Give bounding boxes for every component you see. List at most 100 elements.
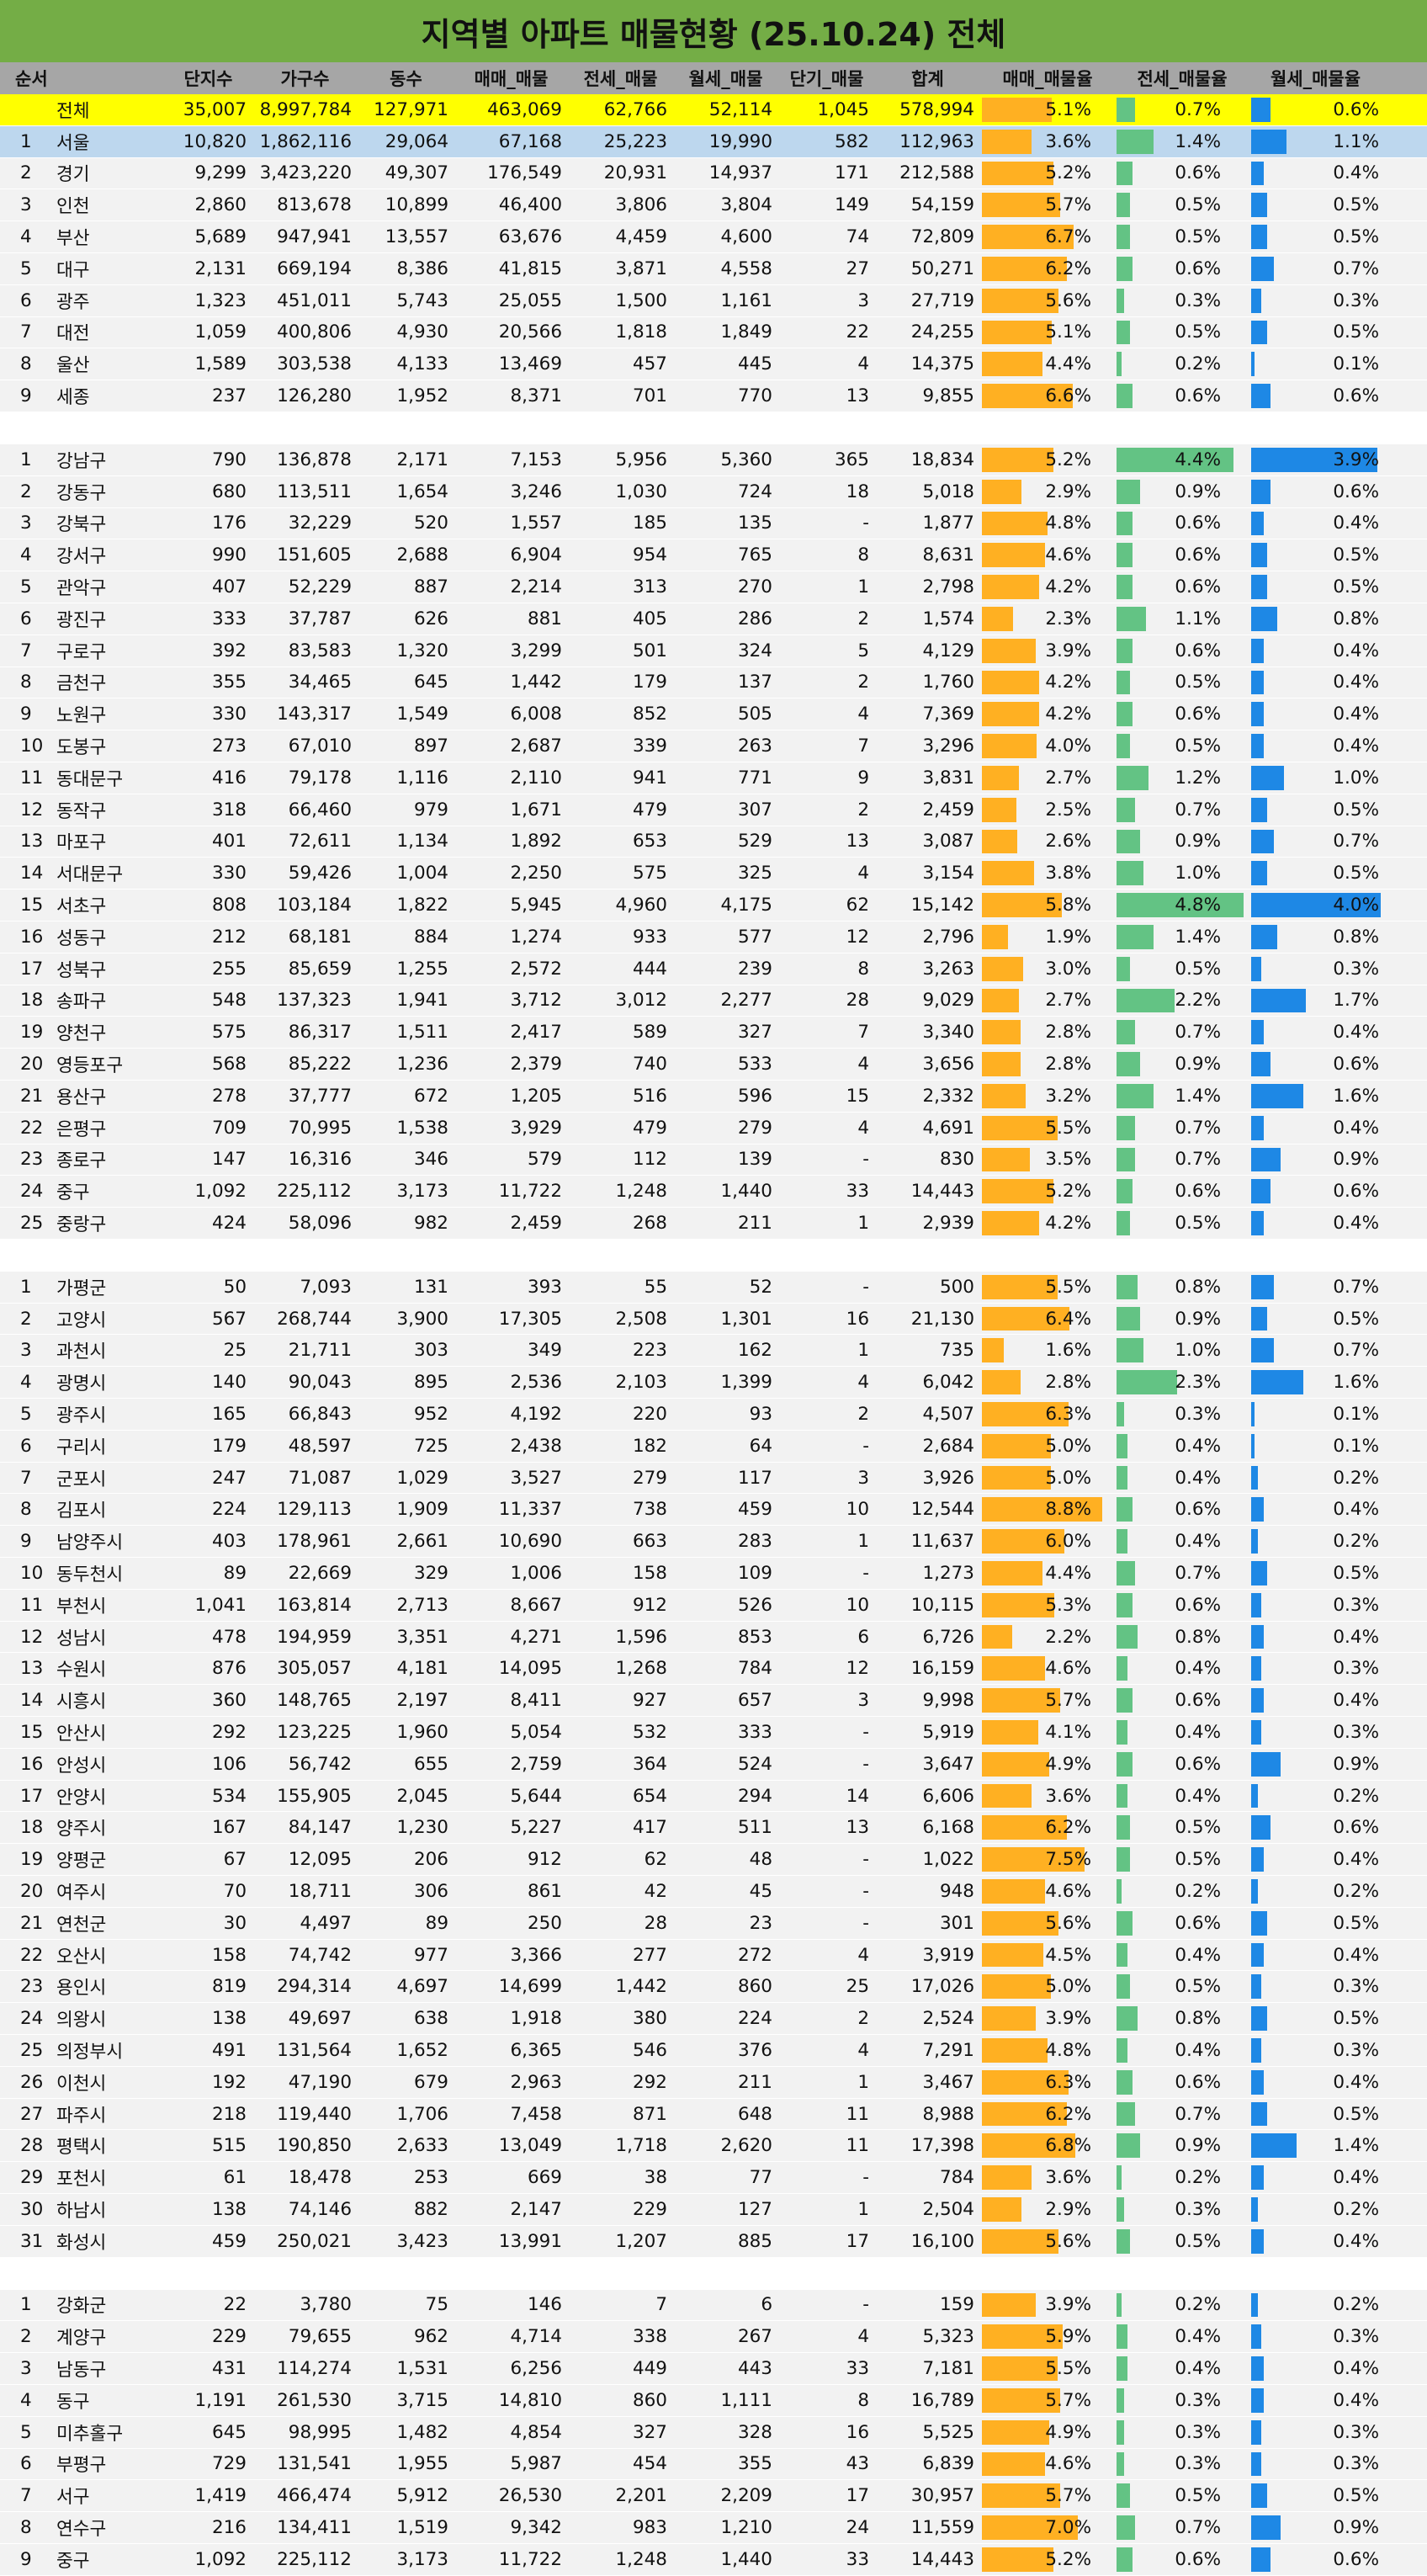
- cell-building-count: 1,511: [396, 1022, 448, 1044]
- cell-building-count: 884: [413, 926, 448, 948]
- wolse-ratio-label: 0.2%: [1333, 1785, 1379, 1807]
- cell-jeonse-listings: 4,960: [615, 895, 667, 916]
- jeonse-ratio-label: 0.6%: [1175, 258, 1221, 279]
- jeonse-ratio-label: 0.6%: [1175, 1753, 1221, 1775]
- cell-total-listings: 4,129: [922, 640, 974, 661]
- sale-ratio-label: 5.7%: [1045, 1690, 1091, 1712]
- cell-wolse-ratio: 0.6%: [1249, 94, 1382, 125]
- cell-name: 동구: [56, 2391, 90, 2413]
- cell-complex-count: 567: [211, 1308, 247, 1330]
- cell-jeonse-listings: 589: [632, 1022, 667, 1044]
- cell-complex-count: 158: [211, 1944, 247, 1966]
- cell-building-count: 655: [413, 1753, 448, 1775]
- cell-jeonse-ratio: 1.4%: [1115, 922, 1249, 953]
- cell-household-count: 131,564: [277, 2039, 352, 2061]
- cell-short-term-listings: 1: [857, 576, 869, 598]
- wolse-ratio-label: 0.1%: [1333, 1403, 1379, 1425]
- cell-sale-listings: 1,918: [510, 2008, 562, 2030]
- cell-sale-ratio: 5.6%: [980, 285, 1115, 316]
- cell-jeonse-listings: 279: [632, 1467, 667, 1489]
- cell-jeonse-listings: 516: [632, 1085, 667, 1107]
- jeonse-ratio-bar: [1117, 320, 1130, 345]
- cell-wolse-ratio: 0.5%: [1249, 221, 1382, 252]
- sale-ratio-bar: [982, 1688, 1060, 1713]
- cell-short-term-listings: 4: [857, 353, 869, 375]
- cell-short-term-listings: 3: [857, 1690, 869, 1712]
- header-sale-listings: 매매_매물: [474, 69, 549, 89]
- cell-wolse-ratio: 0.4%: [1249, 698, 1382, 730]
- sale-ratio-bar: [982, 670, 1040, 695]
- cell-sale-ratio: 2.8%: [980, 1017, 1115, 1048]
- cell-sale-listings: 1,274: [510, 926, 562, 948]
- cell-wolse-ratio: 0.2%: [1249, 1526, 1382, 1557]
- cell-wolse-listings: 162: [737, 1340, 772, 1362]
- cell-household-count: 119,440: [277, 2103, 352, 2125]
- cell-household-count: 79,655: [288, 2326, 352, 2348]
- wolse-ratio-label: 1.6%: [1333, 1372, 1379, 1394]
- table-row: 24 중구 1,092 225,112 3,173 11,722 1,248 1,440 33 1…: [0, 1176, 1427, 1208]
- jeonse-ratio-label: 0.4%: [1175, 1467, 1221, 1489]
- wolse-ratio-label: 0.4%: [1333, 1944, 1379, 1966]
- cell-wolse-ratio: 0.5%: [1249, 1908, 1382, 1939]
- cell-name: 하남시: [56, 2200, 107, 2222]
- cell-sale-ratio: 6.2%: [980, 1812, 1115, 1843]
- jeonse-ratio-bar: [1117, 2133, 1141, 2159]
- cell-jeonse-listings: 313: [632, 576, 667, 598]
- cell-building-count: 303: [413, 1340, 448, 1362]
- table-row: 3 강북구 176 32,229 520 1,557 185 135-1,877 4.8% 0.6…: [0, 507, 1427, 540]
- cell-household-count: 59,426: [288, 863, 352, 884]
- cell-complex-count: 401: [211, 831, 247, 852]
- sale-ratio-label: 4.2%: [1045, 1212, 1091, 1234]
- sale-ratio-bar: [982, 447, 1053, 472]
- cell-household-count: 268,744: [277, 1308, 352, 1330]
- cell-sale-listings: 2,110: [510, 767, 562, 789]
- cell-jeonse-listings: 182: [632, 1435, 667, 1457]
- cell-building-count: 2,633: [396, 2135, 448, 2157]
- wolse-ratio-bar: [1251, 161, 1265, 186]
- jeonse-ratio-label: 0.3%: [1175, 1403, 1221, 1425]
- section-gap: [0, 1239, 1427, 1272]
- cell-wolse-ratio: 0.3%: [1249, 2321, 1382, 2352]
- cell-jeonse-ratio: 4.8%: [1115, 890, 1249, 921]
- table-row: 12 성남시 478 194,959 3,351 4,271 1,596 853 6 6,726 2…: [0, 1621, 1427, 1654]
- cell-building-count: 887: [413, 576, 448, 598]
- wolse-ratio-bar: [1251, 2356, 1265, 2381]
- cell-rank: 2: [20, 481, 32, 502]
- cell-sale-listings: 2,687: [510, 736, 562, 757]
- cell-wolse-listings: 23: [749, 1912, 772, 1934]
- sale-ratio-bar: [982, 543, 1045, 568]
- jeonse-ratio-label: 0.7%: [1175, 1149, 1221, 1171]
- cell-wolse-listings: 505: [737, 704, 772, 725]
- cell-household-count: 114,274: [277, 2358, 352, 2380]
- jeonse-ratio-bar: [1117, 1370, 1178, 1395]
- cell-building-count: 2,713: [396, 1594, 448, 1616]
- cell-household-count: 163,814: [277, 1594, 352, 1616]
- cell-household-count: 34,465: [288, 672, 352, 693]
- cell-wolse-listings: 52,114: [708, 98, 772, 120]
- table-row: 8 김포시 224 129,113 1,909 11,337 738 459 10 12,544 8…: [0, 1494, 1427, 1527]
- jeonse-ratio-bar: [1117, 893, 1244, 917]
- sale-ratio-bar: [982, 956, 1023, 981]
- cell-sale-listings: 861: [527, 1880, 562, 1902]
- cell-name: 구로구: [56, 641, 107, 663]
- cell-complex-count: 5,689: [194, 226, 247, 248]
- cell-short-term-listings: -: [862, 1721, 869, 1743]
- cell-name: 광명시: [56, 1373, 107, 1395]
- cell-total-listings: 2,939: [922, 1212, 974, 1234]
- jeonse-ratio-label: 0.6%: [1175, 385, 1221, 407]
- cell-jeonse-ratio: 0.5%: [1115, 667, 1249, 698]
- cell-household-count: 305,057: [277, 1658, 352, 1680]
- sale-ratio-bar: [982, 1847, 1085, 1872]
- jeonse-ratio-label: 1.4%: [1175, 130, 1221, 152]
- jeonse-ratio-label: 1.1%: [1175, 608, 1221, 629]
- cell-name: 광진구: [56, 609, 107, 631]
- jeonse-ratio-label: 0.3%: [1175, 289, 1221, 311]
- cell-short-term-listings: 62: [846, 895, 869, 916]
- cell-wolse-listings: 445: [737, 353, 772, 375]
- cell-total-listings: 9,029: [922, 990, 974, 1012]
- jeonse-ratio-bar: [1117, 1815, 1130, 1840]
- wolse-ratio-bar: [1251, 1720, 1261, 1745]
- cell-name: 도봉구: [56, 737, 107, 759]
- wolse-ratio-bar: [1251, 2228, 1265, 2254]
- table-row: 전체 35,007 8,997,784 127,971 463,069 62,766 52,…: [0, 94, 1427, 126]
